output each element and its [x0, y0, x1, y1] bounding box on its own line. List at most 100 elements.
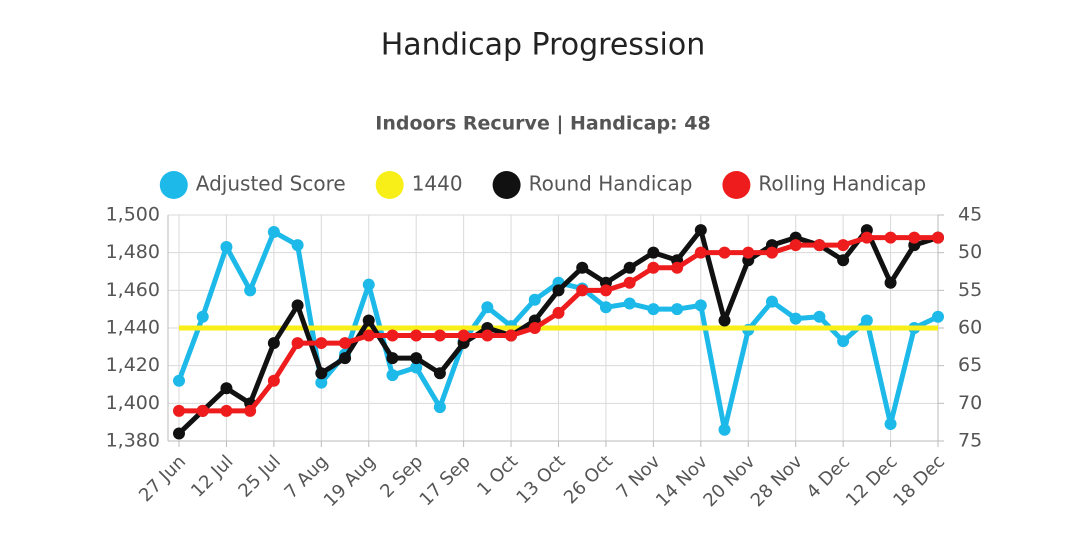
x-tick-label: 25 Jul — [234, 451, 284, 501]
x-tick-label: 13 Oct — [512, 451, 569, 508]
data-point — [765, 246, 778, 259]
y2-tick-label: 70 — [958, 392, 982, 414]
data-point — [244, 284, 257, 297]
data-point — [433, 401, 446, 414]
y2-tick-label: 75 — [958, 430, 982, 452]
x-tick-label: 20 Nov — [699, 451, 759, 511]
y-tick-label: 1,420 — [106, 354, 160, 376]
data-point — [623, 261, 636, 274]
data-point — [481, 329, 494, 342]
data-point — [386, 329, 399, 342]
data-point — [267, 225, 280, 238]
y-tick-label: 1,480 — [106, 241, 160, 263]
data-point — [528, 322, 541, 334]
data-point — [765, 295, 778, 308]
data-point — [813, 239, 826, 252]
data-point — [742, 246, 755, 259]
data-point — [599, 301, 612, 314]
legend-label: 1440 — [412, 172, 463, 196]
data-point — [932, 231, 944, 244]
y-tick-label: 1,400 — [106, 392, 160, 414]
data-point — [339, 337, 352, 350]
data-point — [789, 239, 802, 252]
data-point — [718, 423, 731, 436]
data-point — [694, 224, 707, 237]
data-point — [694, 246, 707, 259]
data-point — [410, 329, 423, 342]
data-point — [837, 335, 850, 348]
data-point — [362, 329, 375, 342]
data-point — [220, 382, 233, 395]
legend-item: Adjusted Score — [159, 171, 346, 199]
data-point — [315, 337, 328, 350]
data-point — [410, 352, 423, 365]
legend-swatch — [375, 171, 404, 199]
data-point — [694, 299, 707, 312]
data-point — [718, 314, 731, 327]
data-point — [386, 352, 399, 365]
data-point — [315, 367, 328, 380]
y-tick-label: 1,380 — [106, 430, 160, 452]
data-point — [410, 361, 423, 374]
legend-label: Adjusted Score — [196, 172, 346, 196]
y2-tick-label: 60 — [958, 317, 982, 339]
data-point — [173, 374, 185, 387]
data-point — [291, 239, 304, 252]
data-point — [362, 278, 375, 291]
chart-title: Handicap Progression — [381, 28, 706, 63]
y2-tick-label: 50 — [958, 241, 982, 263]
data-point — [647, 303, 660, 316]
data-point — [291, 299, 304, 312]
x-tick-label: 12 Dec — [842, 451, 902, 511]
x-tick-label: 27 Jun — [135, 451, 190, 506]
data-point — [433, 367, 446, 380]
data-point — [481, 301, 494, 314]
legend-swatch — [159, 171, 188, 199]
x-tick-label: 26 Oct — [560, 451, 617, 508]
data-point — [505, 329, 518, 342]
data-point — [860, 314, 873, 327]
y-tick-label: 1,460 — [106, 279, 160, 301]
data-point — [908, 231, 921, 244]
data-point — [173, 404, 185, 417]
data-point — [671, 303, 684, 316]
x-tick-label: 18 Dec — [889, 451, 949, 511]
y2-tick-label: 55 — [958, 279, 982, 301]
data-point — [339, 352, 352, 365]
data-point — [267, 337, 280, 350]
data-point — [433, 329, 446, 342]
x-tick-label: 14 Nov — [652, 451, 712, 511]
data-point — [552, 306, 565, 319]
data-point — [267, 374, 280, 387]
data-point — [220, 404, 233, 417]
data-point — [932, 310, 944, 323]
data-point — [813, 310, 826, 323]
legend-label: Round Handicap — [529, 172, 693, 196]
y-tick-label: 1,500 — [106, 204, 160, 226]
y2-tick-label: 65 — [958, 354, 982, 376]
data-point — [599, 284, 612, 297]
data-point — [647, 246, 660, 259]
legend-swatch — [722, 171, 751, 199]
data-point — [576, 261, 589, 274]
data-point — [623, 297, 636, 310]
x-tick-label: 12 Jul — [187, 451, 237, 501]
data-point — [576, 284, 589, 297]
data-point — [244, 404, 257, 417]
legend-item: Round Handicap — [492, 171, 693, 199]
data-point — [671, 261, 684, 274]
data-point — [860, 231, 873, 244]
data-point — [647, 261, 660, 274]
data-point — [837, 254, 850, 267]
data-point — [220, 241, 233, 254]
chart-subtitle: Indoors Recurve | Handicap: 48 — [375, 113, 710, 135]
data-point — [196, 404, 209, 417]
data-point — [837, 239, 850, 252]
legend-item: Rolling Handicap — [722, 171, 926, 199]
x-tick-label: 19 Aug — [320, 451, 380, 511]
data-point — [884, 276, 897, 289]
legend-swatch — [492, 171, 521, 199]
data-point — [457, 329, 470, 342]
data-point — [362, 314, 375, 327]
